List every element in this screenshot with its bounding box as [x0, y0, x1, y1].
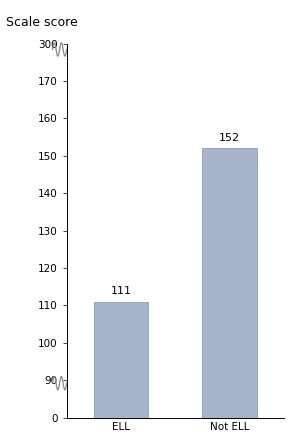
Bar [94, 302, 148, 418]
Text: 111: 111 [111, 286, 131, 296]
Text: Scale score: Scale score [6, 16, 77, 29]
Bar [202, 148, 257, 418]
Text: 152: 152 [219, 133, 240, 143]
